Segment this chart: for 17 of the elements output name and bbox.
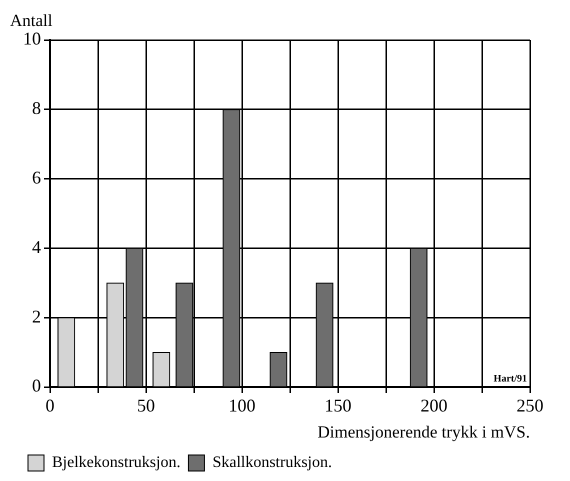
x-tick-label: 200 [420, 396, 448, 416]
annotation: Hart/91 [494, 374, 527, 385]
y-tick-label: 6 [32, 168, 41, 188]
y-tick-label: 4 [32, 236, 41, 257]
x-tick-label: 50 [137, 396, 155, 416]
y-tick-label: 2 [32, 306, 41, 326]
x-axis-title: Dimensjonerende trykk i mVS. [318, 422, 530, 442]
legend-label: Skallkonstruksjon. [212, 454, 332, 472]
y-tick-label: 10 [23, 28, 41, 49]
x-tick-label: 100 [228, 396, 256, 416]
legend-label: Bjelkekonstruksjon. [52, 454, 180, 472]
y-axis-title: Antall [10, 10, 53, 30]
y-tick-label: 0 [32, 376, 41, 396]
x-tick-label: 250 [516, 396, 544, 416]
x-tick-label: 150 [324, 396, 352, 416]
y-tick-label: 8 [32, 98, 41, 118]
x-tick-label: 0 [46, 396, 54, 416]
